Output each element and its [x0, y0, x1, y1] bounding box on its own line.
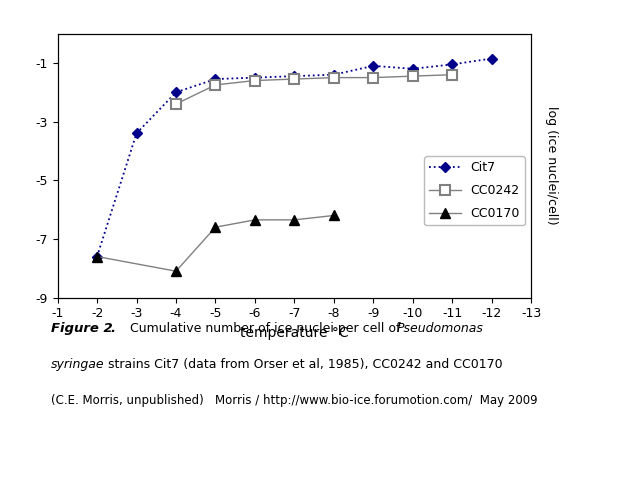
CC0242: [330, 75, 338, 81]
CC0170: [291, 217, 298, 223]
Text: Figure 2: Figure 2: [51, 322, 113, 335]
CC0170: [93, 253, 101, 259]
CC0242: [369, 75, 377, 81]
Text: strains Cit7 (data from Orser et al, 1985), CC0242 and CC0170: strains Cit7 (data from Orser et al, 198…: [104, 358, 502, 371]
Legend: Cit7, CC0242, CC0170: Cit7, CC0242, CC0170: [424, 156, 525, 225]
Cit7: [409, 66, 417, 72]
Text: (C.E. Morris, unpublished)   Morris / http://www.bio-ice.forumotion.com/  May 20: (C.E. Morris, unpublished) Morris / http…: [51, 394, 538, 407]
CC0242: [291, 76, 298, 82]
X-axis label: temperature °C: temperature °C: [240, 326, 349, 340]
CC0242: [409, 73, 417, 79]
Text: .: .: [110, 322, 115, 335]
Cit7: [449, 61, 456, 67]
Cit7: [132, 131, 140, 136]
Line: Cit7: Cit7: [93, 55, 495, 260]
CC0170: [251, 217, 259, 223]
Cit7: [330, 72, 338, 78]
CC0242: [449, 72, 456, 78]
Cit7: [212, 76, 220, 82]
Cit7: [488, 56, 495, 61]
Cit7: [369, 63, 377, 69]
Cit7: [93, 253, 101, 259]
CC0170: [172, 268, 180, 274]
CC0170: [212, 224, 220, 230]
Text: Cumulative number of ice nuclei per cell of: Cumulative number of ice nuclei per cell…: [118, 322, 405, 335]
Text: syringae: syringae: [51, 358, 105, 371]
Cit7: [172, 89, 180, 95]
Cit7: [291, 73, 298, 79]
Cit7: [251, 75, 259, 81]
CC0242: [172, 101, 180, 107]
Y-axis label: log (ice nuclei/cell): log (ice nuclei/cell): [545, 106, 558, 225]
Text: Pseudomonas: Pseudomonas: [397, 322, 484, 335]
Line: CC0170: CC0170: [92, 211, 339, 276]
CC0170: [330, 213, 338, 218]
CC0242: [251, 78, 259, 84]
Line: CC0242: CC0242: [171, 70, 457, 109]
CC0242: [212, 82, 220, 88]
